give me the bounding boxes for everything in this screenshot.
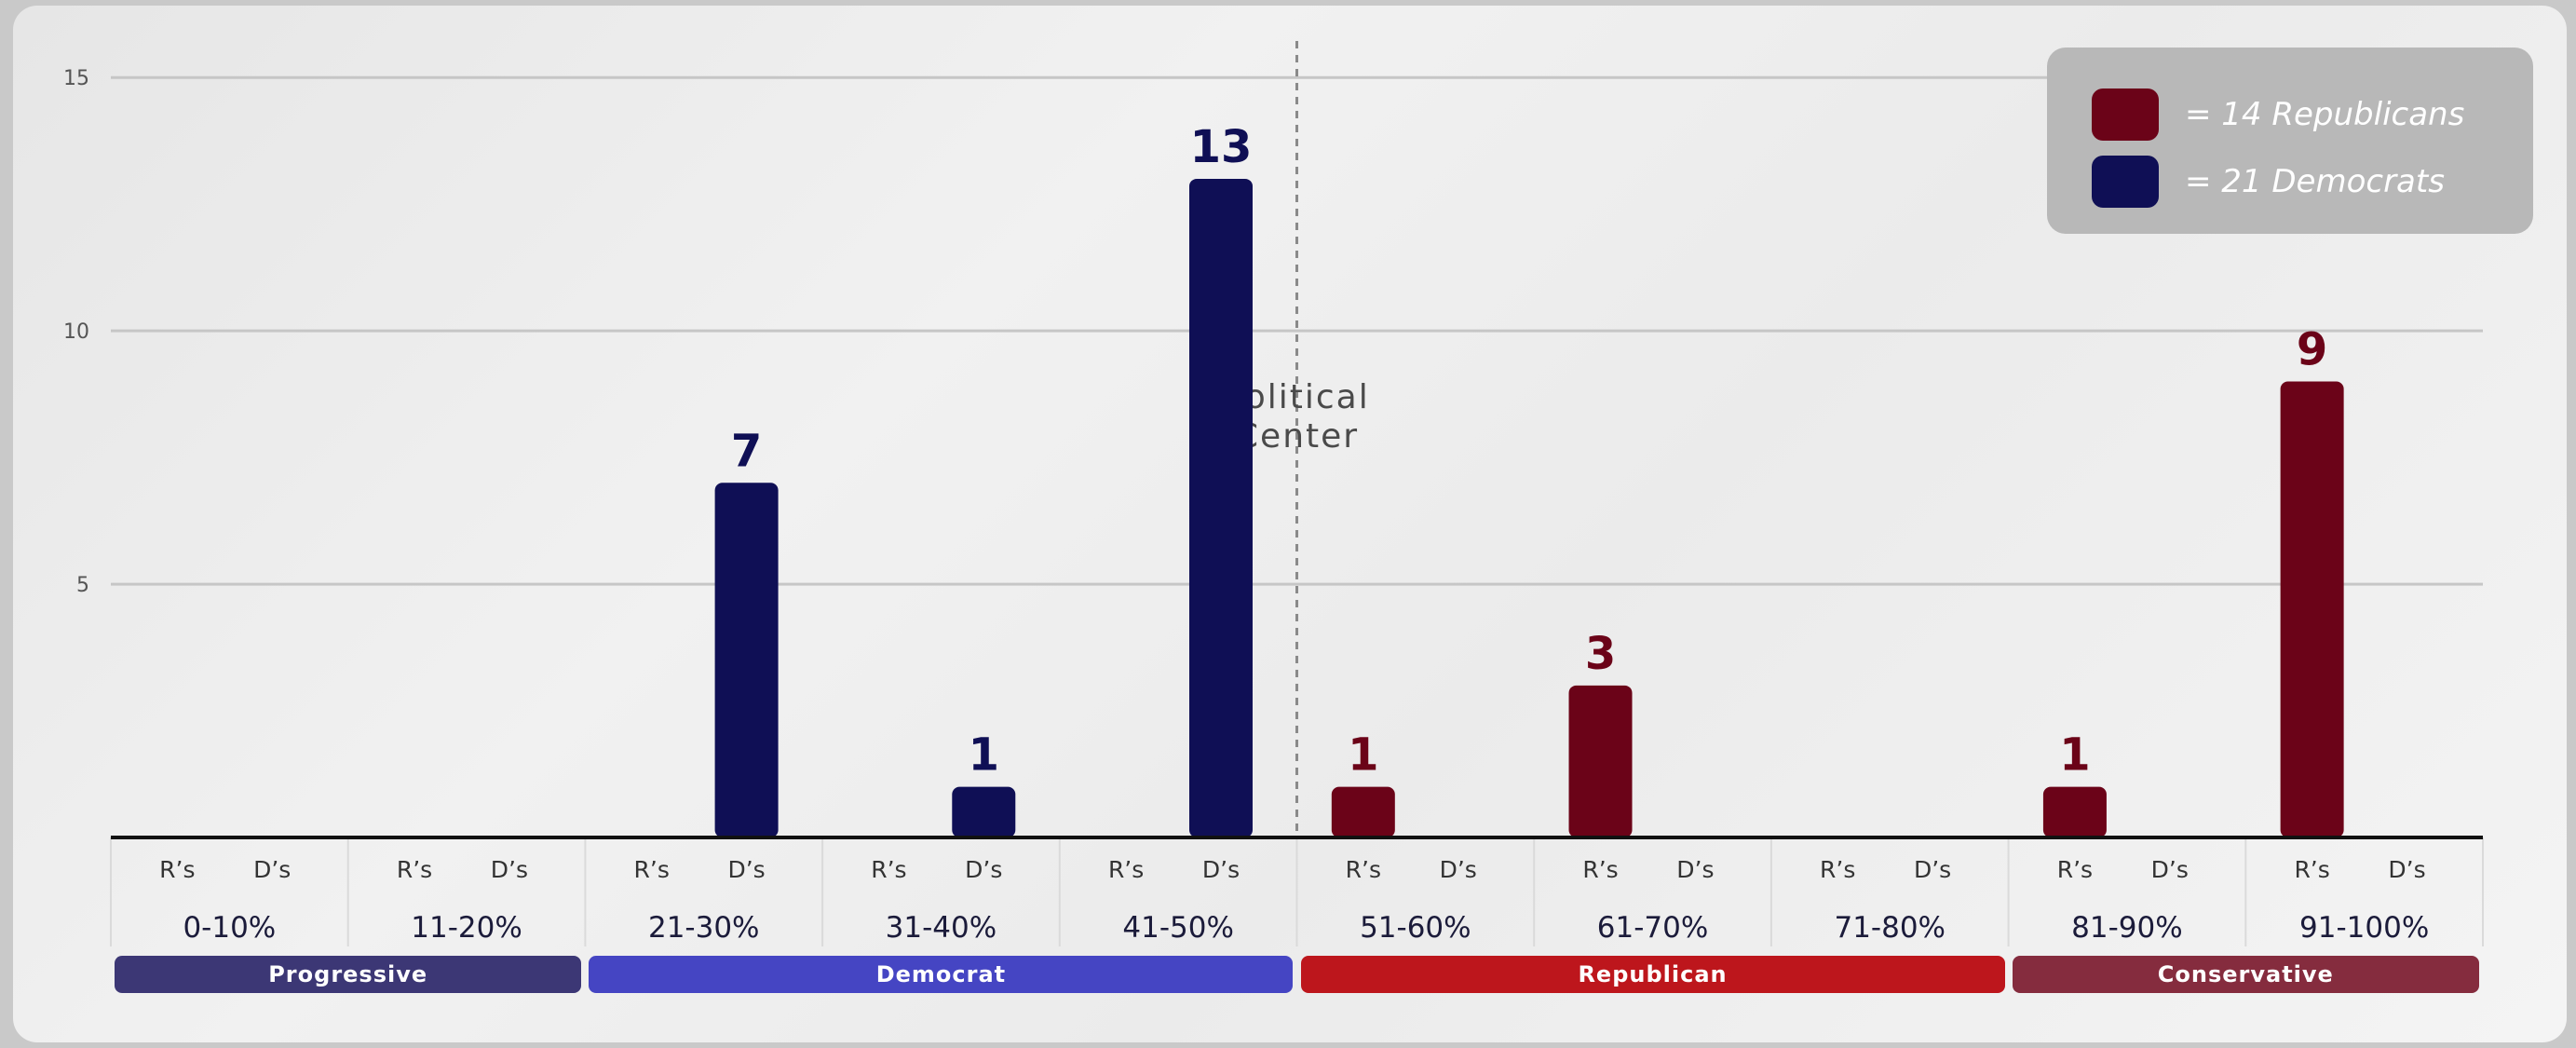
legend-label-democrats: = 21 Democrats	[2185, 163, 2445, 200]
group-band-republican: Republican	[1300, 956, 2005, 993]
sub-label-d: D’s	[2151, 856, 2189, 883]
sub-label-r: R’s	[1582, 856, 1618, 883]
category-label: 51-60%	[1360, 911, 1471, 945]
group-band-progressive: Progressive	[115, 956, 582, 993]
legend-swatch-democrats	[2092, 156, 2159, 208]
sub-label-d: D’s	[1440, 856, 1477, 883]
y-tick-label: 10	[63, 320, 89, 344]
political-center-label: Center	[1235, 417, 1359, 456]
category-label: 91-100%	[2299, 911, 2429, 945]
chart-card: 5 10 15 Political Center R’s D’s 0-10% R’s D’s 11-…	[13, 6, 2567, 1042]
bar-value-label: 1	[969, 729, 999, 782]
legend-item-republicans: = 14 Republicans	[2092, 88, 2464, 141]
bar-r-51-60%	[1331, 786, 1395, 837]
bar-value-label: 9	[2297, 324, 2327, 376]
legend: = 14 Republicans = 21 Democrats	[2047, 48, 2533, 234]
legend-swatch-republicans	[2092, 88, 2159, 141]
sub-label-r: R’s	[2294, 856, 2329, 883]
category-label: 41-50%	[1122, 911, 1234, 945]
sub-label-r: R’s	[1346, 856, 1381, 883]
sub-label-r: R’s	[634, 856, 670, 883]
bar-d-41-50%	[1188, 178, 1253, 837]
sub-label-d: D’s	[965, 856, 1002, 883]
sub-label-r: R’s	[1108, 856, 1144, 883]
sub-label-r: R’s	[871, 856, 906, 883]
category-label: 61-70%	[1597, 911, 1709, 945]
bar-value-label: 1	[2059, 729, 2090, 782]
bar-value-label: 7	[731, 425, 762, 477]
legend-item-democrats: = 21 Democrats	[2092, 156, 2445, 208]
category-label: 21-30%	[648, 911, 760, 945]
y-tick-label: 5	[76, 574, 89, 597]
sub-label-r: R’s	[159, 856, 195, 883]
category-label: 0-10%	[183, 911, 276, 945]
category-label: 71-80%	[1834, 911, 1946, 945]
sub-label-r: R’s	[397, 856, 432, 883]
bar-r-61-70%	[1568, 685, 1633, 837]
y-tick-label: 15	[63, 67, 89, 90]
bar-value-label: 1	[1348, 729, 1378, 782]
bar-d-31-40%	[952, 786, 1016, 837]
bar-value-label: 3	[1585, 628, 1616, 680]
category-label: 81-90%	[2071, 911, 2183, 945]
sub-label-d: D’s	[491, 856, 528, 883]
group-band-democrat: Democrat	[589, 956, 1294, 993]
sub-label-d: D’s	[2388, 856, 2425, 883]
category-label: 11-20%	[411, 911, 522, 945]
bar-r-91-100%	[2280, 381, 2344, 837]
sub-label-d: D’s	[727, 856, 765, 883]
group-band-conservative: Conservative	[2012, 956, 2479, 993]
sub-label-d: D’s	[1914, 856, 1951, 883]
sub-label-r: R’s	[1820, 856, 1855, 883]
bar-value-label: 13	[1190, 121, 1253, 173]
bar-r-81-90%	[2042, 786, 2107, 837]
sub-label-d: D’s	[1676, 856, 1714, 883]
legend-label-republicans: = 14 Republicans	[2185, 96, 2465, 133]
sub-label-d: D’s	[253, 856, 291, 883]
sub-label-d: D’s	[1202, 856, 1240, 883]
bar-d-21-30%	[714, 483, 779, 837]
sub-label-r: R’s	[2057, 856, 2093, 883]
category-label: 31-40%	[886, 911, 997, 945]
